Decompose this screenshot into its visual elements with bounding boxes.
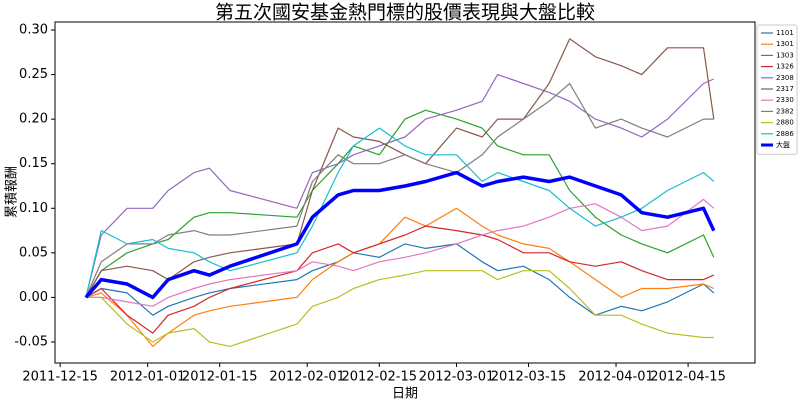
series-line [85,243,715,316]
y-tick-label: -0.05 [14,334,48,349]
legend-label: 1301 [776,40,794,48]
x-tick-label: 2012-01-15 [182,370,258,385]
y-tick-label: 0.15 [19,156,48,171]
chart-title: 第五次國安基金熱門標的股價表現與大盤比較 [215,2,595,24]
legend-label: 1303 [776,51,794,59]
x-tick-label: 2012-01-01 [110,370,186,385]
legend-label: 1101 [776,29,794,37]
x-tick-label: 2012-02-15 [341,370,417,385]
series-line [85,73,715,298]
plot-frame [54,21,756,364]
series-line [85,198,715,307]
series-line [85,82,714,298]
series-line [85,127,715,298]
y-tick-label: 0.20 [19,112,48,127]
x-tick-label: 2012-04-15 [650,370,726,385]
x-tick-label: 2011-12-15 [22,370,98,385]
series-line [85,270,714,347]
legend-label: 2308 [776,74,794,82]
series-line [85,225,715,334]
x-tick-label: 2012-02-01 [269,370,345,385]
legend-label: 2880 [776,119,794,127]
y-tick-label: 0.00 [19,290,48,305]
x-tick-label: 2012-03-15 [491,370,567,385]
x-axis-label: 日期 [392,387,418,402]
series-line [85,207,715,347]
legend-label: 1326 [776,63,794,71]
x-tick-label: 2012-03-01 [419,370,495,385]
y-axis-label: 累積報酬 [5,166,20,218]
legend-label: 2382 [776,107,794,115]
y-tick-label: 0.30 [19,23,48,38]
legend-label: 2330 [776,96,794,104]
y-tick-label: 0.10 [19,201,48,216]
series-line [84,170,716,300]
legend-label: 大盤 [776,140,790,149]
y-tick-label: 0.25 [19,67,48,82]
legend-box [756,24,798,155]
x-tick-label: 2012-04-01 [578,370,654,385]
series-line [85,109,715,298]
legend-label: 2317 [776,85,794,93]
y-tick-label: 0.05 [19,245,48,260]
legend-label: 2886 [776,130,794,138]
